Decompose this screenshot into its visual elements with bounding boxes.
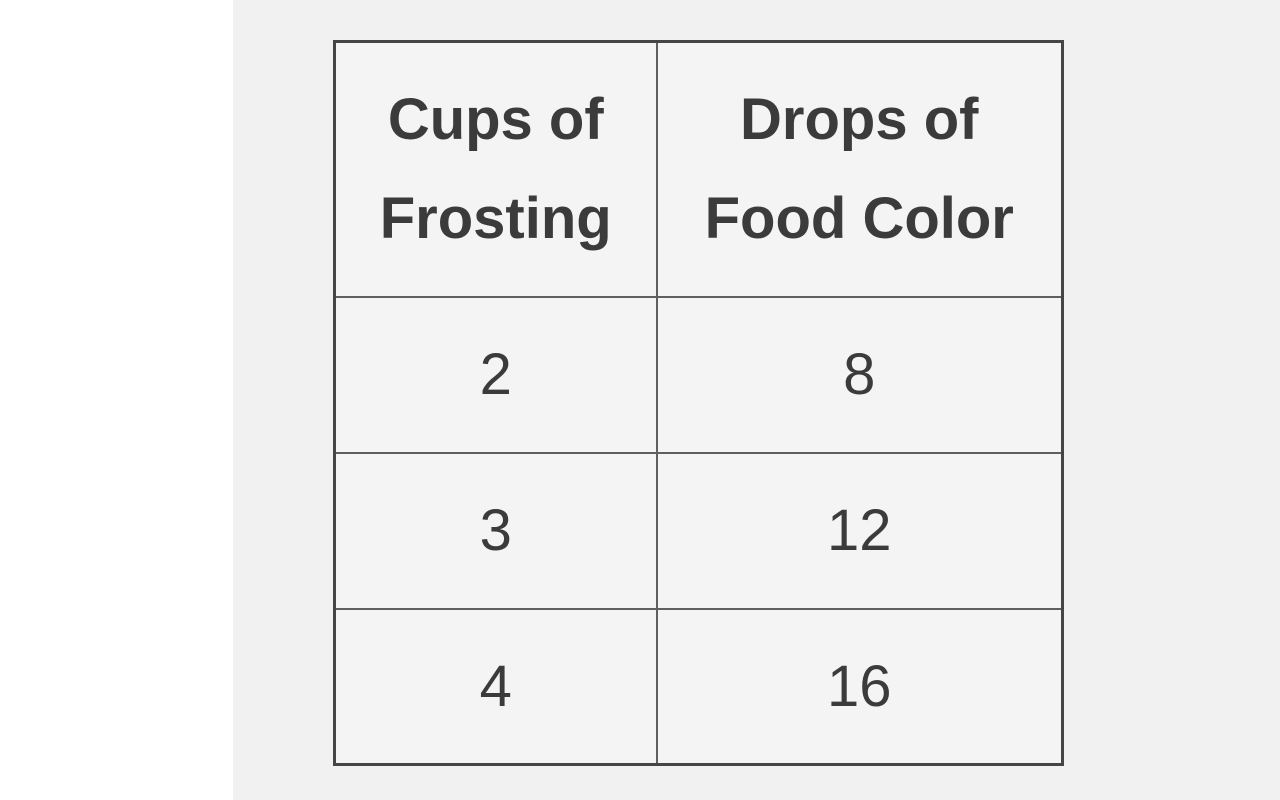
cell-foodcolor-row3: 16 [655,607,1064,766]
table-row: 3 12 [333,451,1064,610]
cell-foodcolor-row2: 12 [655,451,1064,610]
table-row: 2 8 [333,295,1064,454]
table-row: 4 16 [333,607,1064,766]
cell-frosting-row3: 4 [333,607,658,766]
header-cups-of-frosting: Cups of Frosting [333,40,658,298]
table-header-row: Cups of Frosting Drops of Food Color [333,40,1064,298]
left-margin-strip [0,0,233,800]
cell-frosting-row2: 3 [333,451,658,610]
header-drops-of-food-color: Drops of Food Color [655,40,1064,298]
cell-foodcolor-row1: 8 [655,295,1064,454]
cell-frosting-row1: 2 [333,295,658,454]
frosting-food-color-table: Cups of Frosting Drops of Food Color 2 8… [333,40,1064,766]
content-canvas: Cups of Frosting Drops of Food Color 2 8… [233,0,1280,800]
